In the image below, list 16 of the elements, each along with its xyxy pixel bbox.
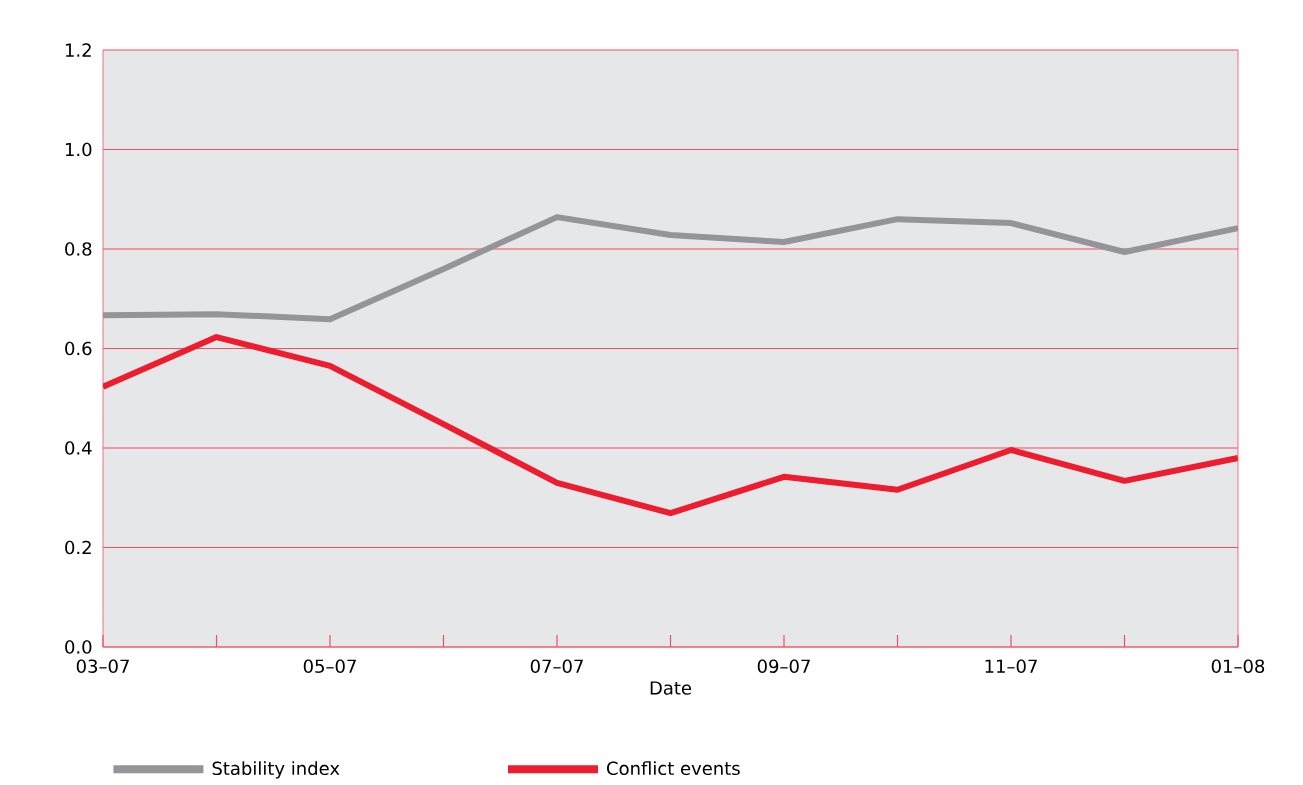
- y-tick-label: 1.0: [65, 142, 92, 157]
- x-tick-label: 05–07: [303, 659, 356, 673]
- x-tick-label: 11–07: [985, 659, 1037, 673]
- y-tick-label: 1.2: [65, 43, 91, 57]
- y-tick-label: 0.0: [65, 640, 92, 654]
- y-tick-label: 0.8: [65, 242, 92, 256]
- x-tick-label: 09–07: [757, 659, 810, 673]
- x-axis-title: Date: [650, 681, 692, 695]
- y-tick-label: 0.6: [65, 341, 92, 356]
- y-tick-label: 0.2: [65, 540, 91, 555]
- y-tick-label: 0.4: [65, 441, 92, 455]
- legend-label: Stability index: [212, 761, 340, 779]
- legend-label: Conflict events: [607, 761, 740, 776]
- x-tick-label: 03–07: [76, 659, 129, 673]
- x-tick-label: 07–07: [530, 659, 583, 673]
- x-tick-label: 01–08: [1211, 659, 1265, 673]
